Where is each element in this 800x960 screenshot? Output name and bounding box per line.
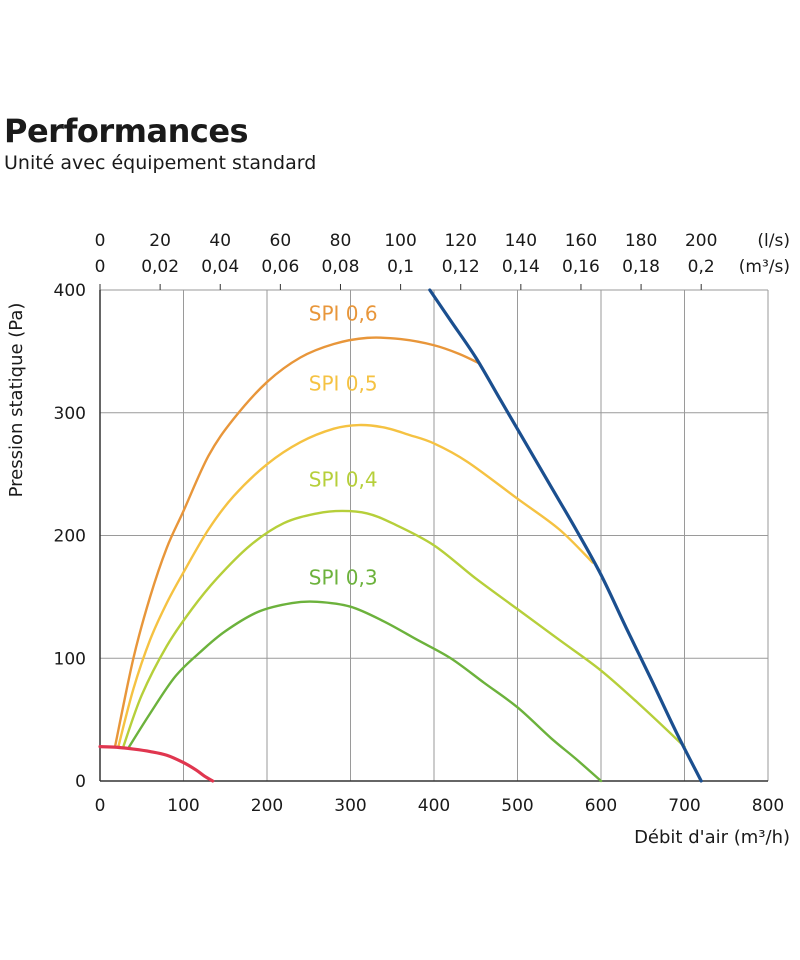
top-tick-label-ls: 0	[95, 231, 106, 251]
top-tick-label-m3s: 0,2	[688, 257, 715, 277]
y-tick-label: 400	[54, 281, 86, 301]
top-tick-label-ls: 80	[330, 231, 352, 251]
top-tick-label-ls: 40	[209, 231, 231, 251]
chart-series	[98, 288, 703, 783]
y-tick-label: 100	[54, 649, 86, 669]
top-tick-label-m3s: 0,14	[502, 257, 540, 277]
series-line-spi-0-6	[113, 336, 482, 748]
page-subtitle: Unité avec équipement standard	[4, 152, 317, 174]
top-tick-label-ls: 200	[685, 231, 717, 251]
top-tick-label-m3s: 0,12	[442, 257, 480, 277]
top-tick-label-ls: 20	[149, 231, 171, 251]
top-tick-label-ls: 60	[270, 231, 292, 251]
series-label: SPI 0,5	[309, 372, 378, 396]
top-tick-label-ls: 120	[444, 231, 476, 251]
top-axis-unit-m3s: (m³/s)	[739, 257, 790, 277]
series-label: SPI 0,3	[309, 566, 378, 590]
y-tick-label: 300	[54, 404, 86, 424]
top-tick-label-m3s: 0,02	[141, 257, 179, 277]
chart-annotations: SPI 0,6 SPI 0,5 SPI 0,4 SPI 0,3	[309, 302, 378, 590]
series-line-5	[98, 745, 215, 783]
top-tick-label-m3s: 0,16	[562, 257, 600, 277]
top-axis-unit-ls: (l/s)	[757, 231, 790, 251]
x-tick-label: 400	[418, 796, 450, 816]
x-axis-label: Débit d'air (m³/h)	[634, 827, 790, 848]
top-tick-label-m3s: 0	[95, 257, 106, 277]
x-tick-label: 700	[668, 796, 700, 816]
top-tick-label-ls: 160	[565, 231, 597, 251]
x-tick-label: 200	[251, 796, 283, 816]
y-tick-label: 200	[54, 527, 86, 547]
series-label: SPI 0,6	[309, 302, 378, 326]
series-line-4	[428, 288, 703, 783]
top-tick-label-ls: 180	[625, 231, 657, 251]
top-tick-label-ls: 140	[505, 231, 537, 251]
top-tick-label-m3s: 0,06	[261, 257, 299, 277]
x-tick-label: 500	[501, 796, 533, 816]
top-tick-label-m3s: 0,08	[322, 257, 360, 277]
y-axis-label: Pression statique (Pa)	[6, 303, 27, 498]
page-title: Performances	[4, 112, 249, 150]
chart-grid	[99, 284, 769, 782]
top-tick-label-m3s: 0,1	[387, 257, 414, 277]
series-line-spi-0-5	[117, 423, 594, 748]
top-tick-label-ls: 100	[384, 231, 416, 251]
x-tick-label: 800	[752, 796, 784, 816]
x-tick-label: 600	[585, 796, 617, 816]
series-line-spi-0-3	[128, 600, 603, 783]
series-label: SPI 0,4	[309, 467, 378, 491]
top-tick-label-m3s: 0,18	[622, 257, 660, 277]
x-tick-label: 0	[95, 796, 106, 816]
x-tick-label: 100	[167, 796, 199, 816]
series-line-spi-0-4	[122, 509, 686, 748]
top-tick-label-m3s: 0,04	[201, 257, 239, 277]
y-tick-label: 0	[75, 772, 86, 792]
x-tick-label: 300	[334, 796, 366, 816]
